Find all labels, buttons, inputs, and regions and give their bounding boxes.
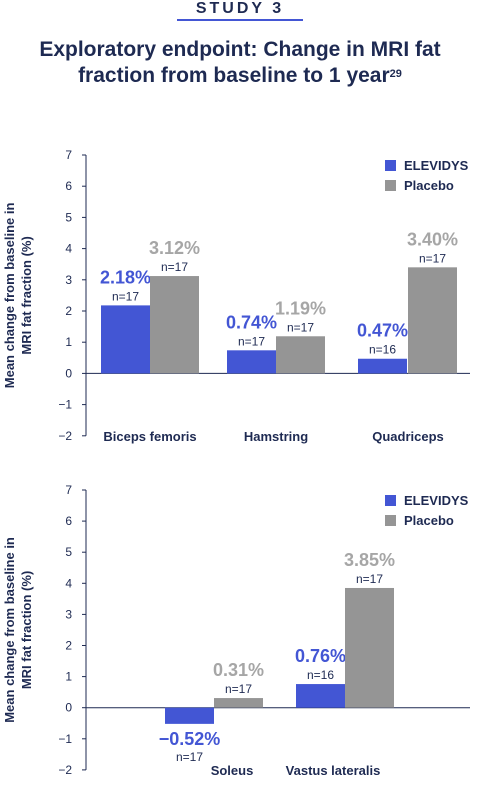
n-label-placebo: n=17: [419, 251, 446, 265]
bar-elevidys: [358, 358, 407, 374]
bar-elevidys: [101, 305, 150, 374]
n-label-placebo: n=17: [356, 572, 383, 586]
chart-title: Exploratory endpoint: Change in MRI fat …: [20, 37, 460, 89]
bar-elevidys: [296, 684, 345, 708]
bar-placebo: [408, 267, 457, 374]
n-label-placebo: n=17: [225, 682, 252, 696]
n-label-elevidys: n=17: [176, 750, 203, 764]
chart-title-text: Exploratory endpoint: Change in MRI fat …: [39, 38, 441, 87]
y-tick-label: 3: [65, 607, 72, 621]
title-reference: 29: [389, 68, 402, 80]
legend-label-elevidys: ELEVIDYS: [404, 158, 469, 173]
x-category-label: Soleus: [211, 763, 254, 778]
chart-lower: 7 6 5 4 3 2 1 0 −1 −2 Mean change from baseline in…: [2, 483, 470, 778]
y-axis-label: Mean change from baseline in MRI fat frac…: [2, 537, 34, 723]
y-tick-label: 0: [65, 701, 72, 715]
x-category-label: Biceps femoris: [103, 429, 196, 444]
legend-swatch-elevidys: [385, 495, 396, 506]
data-label-placebo: 0.31%: [213, 660, 264, 680]
study-label: STUDY 3: [195, 0, 285, 17]
bar-placebo: [214, 698, 263, 708]
y-tick-label: 7: [65, 148, 72, 162]
data-label-elevidys: −0.52%: [159, 729, 221, 749]
bar-placebo: [276, 336, 325, 374]
n-label-elevidys: n=17: [238, 334, 265, 348]
legend-swatch-placebo: [385, 515, 396, 526]
x-category-label: Quadriceps: [372, 429, 444, 444]
y-tick-label: 2: [65, 639, 72, 653]
study-label-underline: [177, 19, 303, 21]
n-label-placebo: n=17: [287, 320, 314, 334]
data-label-placebo: 3.40%: [407, 229, 458, 249]
y-tick-label: −2: [58, 763, 72, 777]
legend-swatch-placebo: [385, 180, 396, 191]
y-tick-label: 0: [65, 366, 72, 380]
y-tick-label: 2: [65, 304, 72, 318]
y-tick-label: −2: [58, 429, 72, 443]
bar-placebo: [150, 276, 199, 374]
y-axis-label: Mean change from baseline in MRI fat frac…: [2, 203, 34, 389]
x-category-label: Hamstring: [244, 429, 308, 444]
legend-label-elevidys: ELEVIDYS: [404, 493, 469, 508]
y-tick-label: 5: [65, 210, 72, 224]
legend-label-placebo: Placebo: [404, 513, 454, 528]
y-tick-label: 7: [65, 483, 72, 497]
y-tick-label: −1: [58, 398, 72, 412]
n-label-elevidys: n=16: [307, 668, 334, 682]
data-label-elevidys: 0.74%: [226, 312, 277, 332]
data-label-elevidys: 2.18%: [100, 267, 151, 287]
data-label-placebo: 3.12%: [149, 238, 200, 258]
y-tick-label: 5: [65, 545, 72, 559]
bar-elevidys: [227, 350, 276, 374]
y-tick-label: 4: [65, 242, 72, 256]
y-tick-label: −1: [58, 732, 72, 746]
y-tick-label: 3: [65, 273, 72, 287]
data-label-elevidys: 0.47%: [357, 321, 408, 341]
data-label-placebo: 1.19%: [275, 298, 326, 318]
y-tick-label: 6: [65, 514, 72, 528]
x-category-label: Vastus lateralis: [286, 763, 381, 778]
bar-elevidys: [165, 707, 214, 724]
chart-upper: 7 6 5 4 3 2 1 0 −1 −2 Mean change from baseline in…: [2, 148, 470, 444]
data-label-elevidys: 0.76%: [295, 646, 346, 666]
n-label-elevidys: n=16: [369, 343, 396, 357]
y-tick-label: 1: [65, 335, 72, 349]
y-axis-label-line-2: MRI fat fraction (%): [19, 571, 34, 689]
y-tick-label: 6: [65, 179, 72, 193]
y-tick-label: 1: [65, 670, 72, 684]
y-axis-label-line-2: MRI fat fraction (%): [19, 236, 34, 354]
n-label-placebo: n=17: [161, 260, 188, 274]
legend-label-placebo: Placebo: [404, 178, 454, 193]
y-tick-label: 4: [65, 576, 72, 590]
legend-swatch-elevidys: [385, 160, 396, 171]
data-label-placebo: 3.85%: [344, 550, 395, 570]
y-axis-label-line-1: Mean change from baseline in: [2, 203, 17, 389]
y-axis-label-line-1: Mean change from baseline in: [2, 537, 17, 723]
bar-placebo: [345, 587, 394, 708]
n-label-elevidys: n=17: [112, 289, 139, 303]
